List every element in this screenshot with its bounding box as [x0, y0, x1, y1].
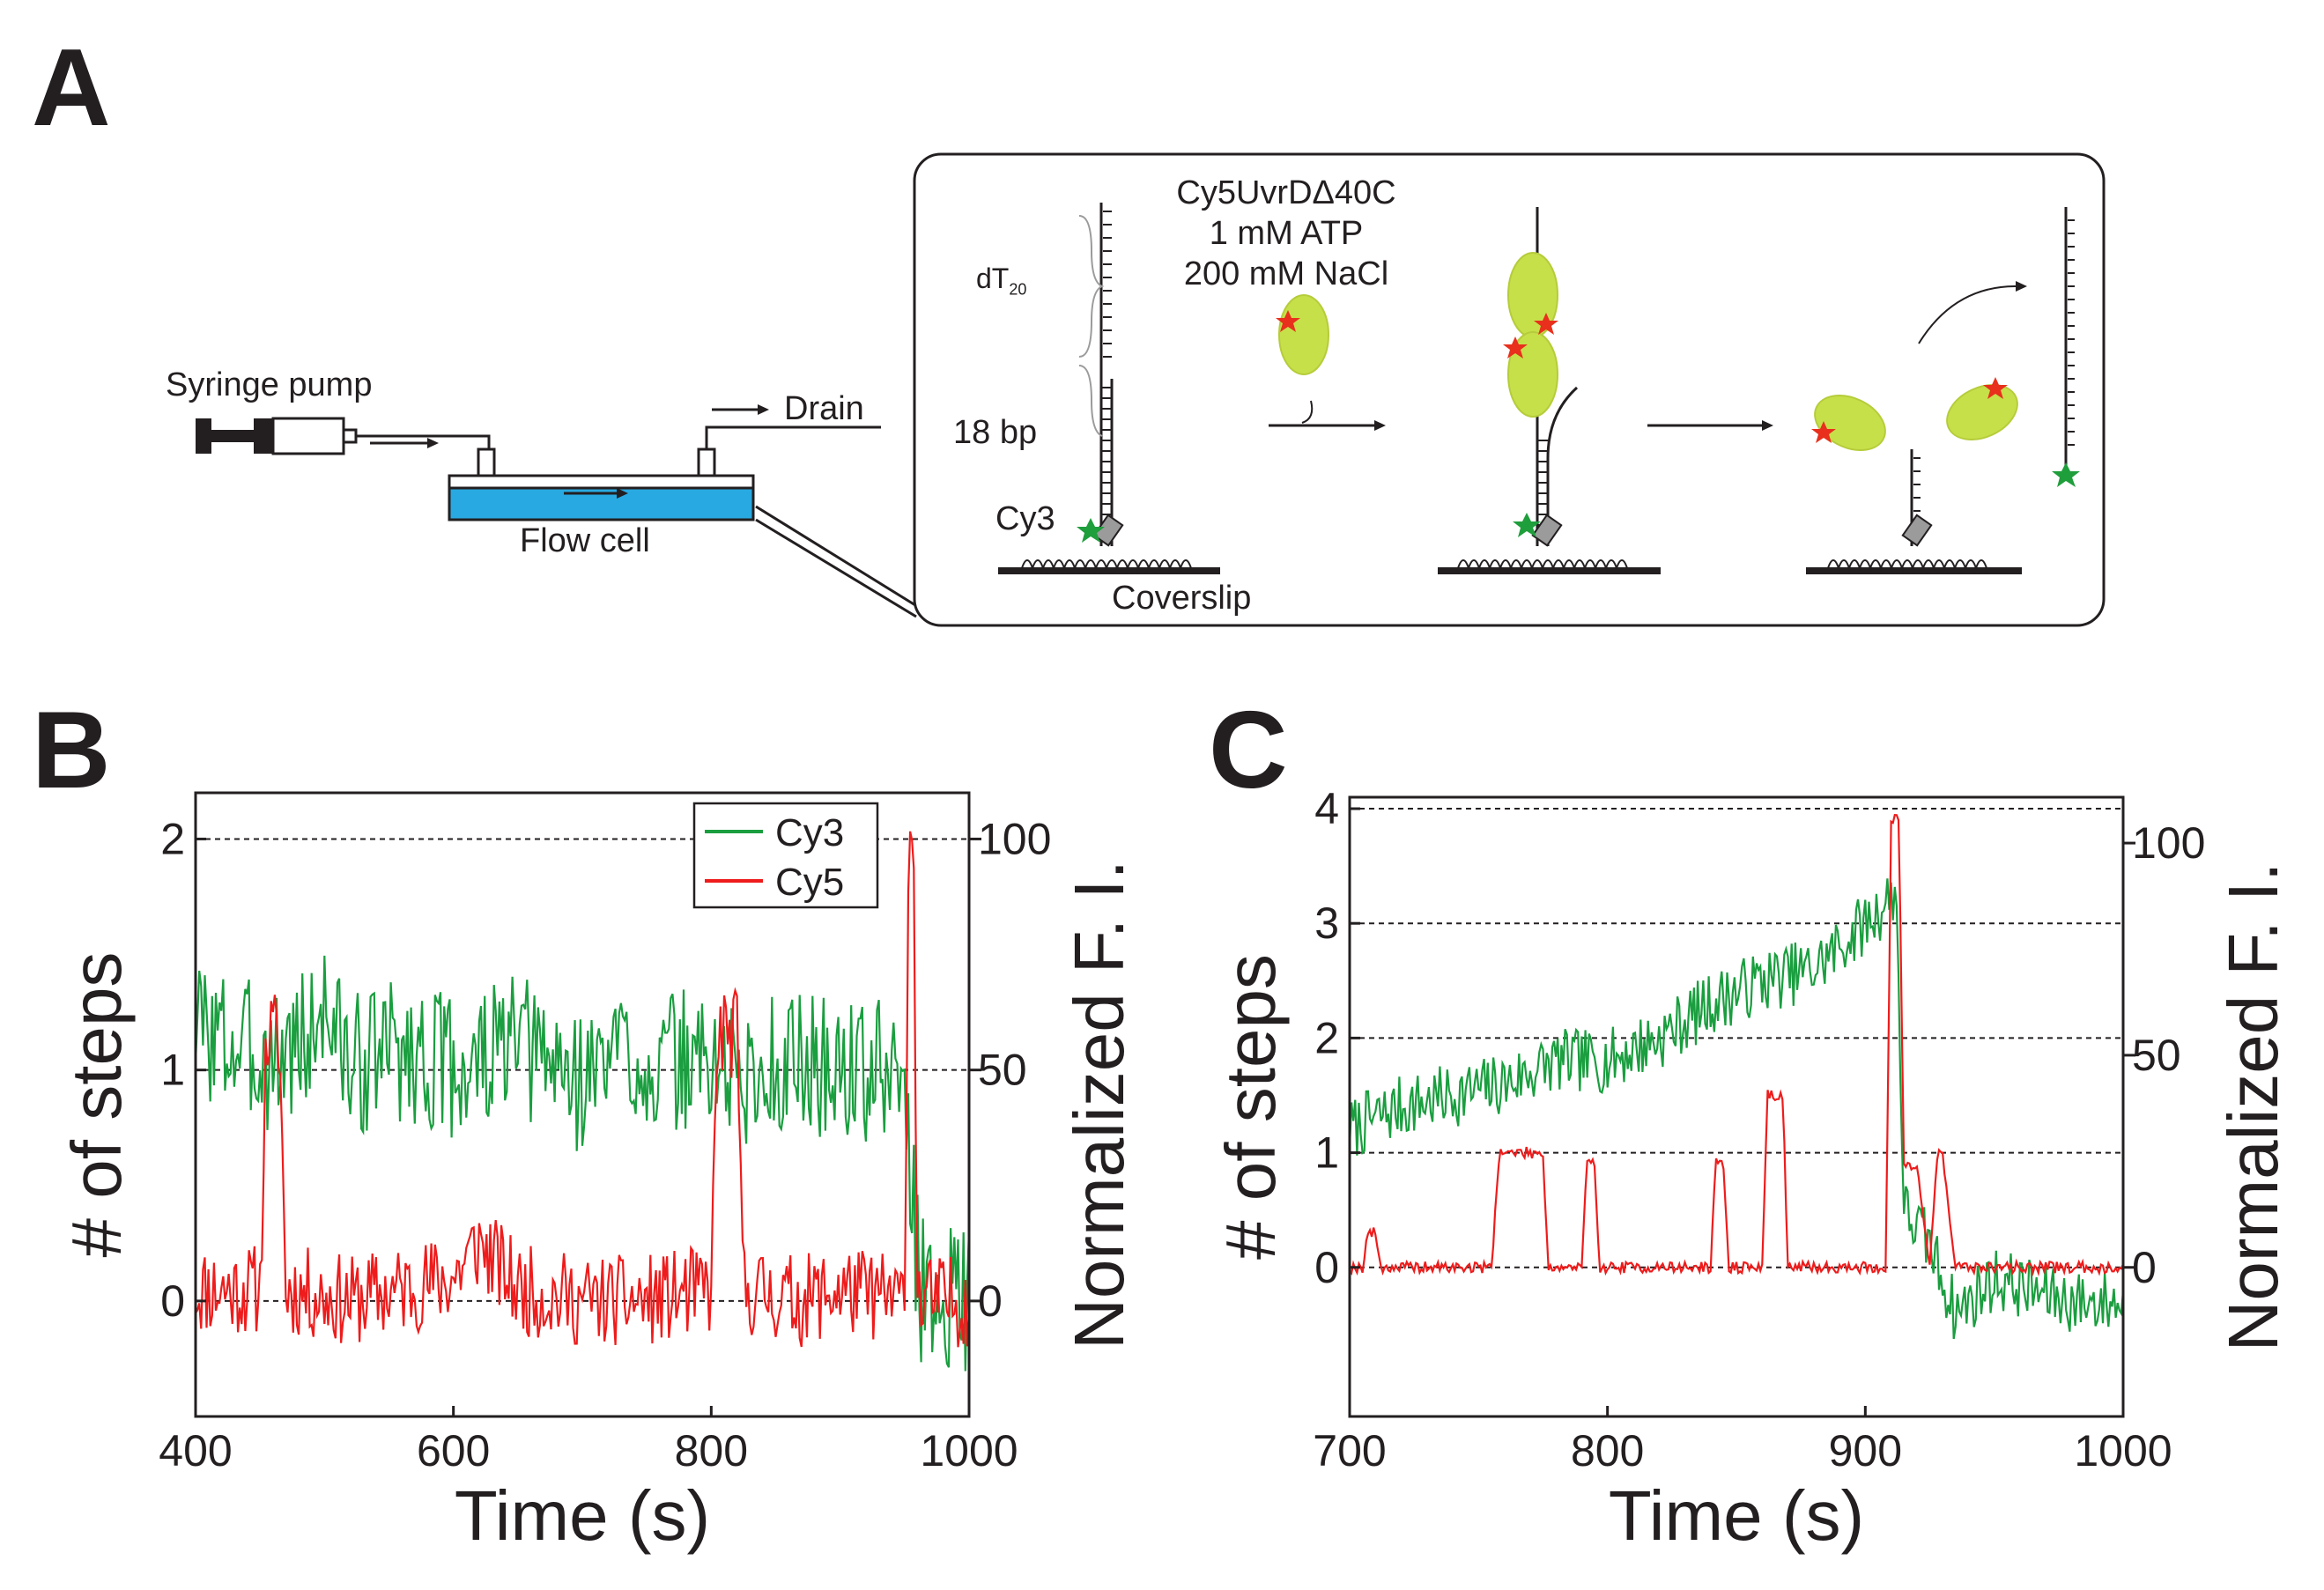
syringe-pump-label: Syringe pump [166, 366, 373, 403]
y-axis-title: # of steps [57, 952, 136, 1258]
dna-substrate-step1 [998, 203, 1220, 574]
cy3-label: Cy3 [995, 500, 1055, 537]
condition-line2: 1 mM ATP [1209, 215, 1364, 252]
y-right-tick-label-50: 50 [978, 1046, 1027, 1095]
dna-substrate-step2 [1438, 207, 1661, 574]
series-cy3 [196, 955, 969, 1372]
panel-label-c: C [1209, 690, 1288, 811]
y-tick-label-1: 1 [160, 1046, 185, 1095]
condition-line3: 200 mM NaCl [1183, 255, 1389, 292]
uvrd-protein-free [1276, 294, 1329, 375]
coverslip-label: Coverslip [1112, 580, 1252, 617]
flow-cell-label: Flow cell [520, 522, 650, 559]
series-cy5 [196, 831, 969, 1348]
plot-frame [194, 791, 971, 1418]
y-right-tick-label-100: 100 [978, 814, 1051, 863]
dna-substrate-step3 [1806, 207, 2080, 574]
dt20-label: dT20 [976, 263, 1027, 299]
legend-label-cy3: Cy3 [775, 811, 844, 854]
flow-cell-icon [448, 474, 755, 521]
x-axis-title: Time (s) [455, 1476, 710, 1555]
legend-label-cy5: Cy5 [775, 861, 844, 904]
x-tick-label-400: 400 [159, 1426, 232, 1475]
panel-a-schematic [196, 152, 2106, 627]
panel-label-b: B [32, 690, 111, 811]
condition-line1: Cy5UvrDΔ40C [1176, 174, 1396, 211]
x-tick-label-1000: 1000 [920, 1426, 1018, 1475]
y-tick-label-0: 0 [160, 1276, 185, 1326]
cy3-star-icon [1077, 518, 1105, 543]
legend-box [692, 802, 879, 909]
y-right-axis-title: Normalized F. I. [1060, 860, 1138, 1350]
syringe-pump-icon [196, 417, 358, 455]
panel-label-a: A [32, 27, 111, 149]
x-tick-label-800: 800 [675, 1426, 748, 1475]
drain-label: Drain [784, 390, 864, 427]
y-tick-label-2: 2 [160, 814, 185, 863]
x-tick-label-600: 600 [417, 1426, 490, 1475]
bp-label: 18 bp [953, 414, 1038, 451]
y-right-tick-label-0: 0 [978, 1276, 1003, 1326]
